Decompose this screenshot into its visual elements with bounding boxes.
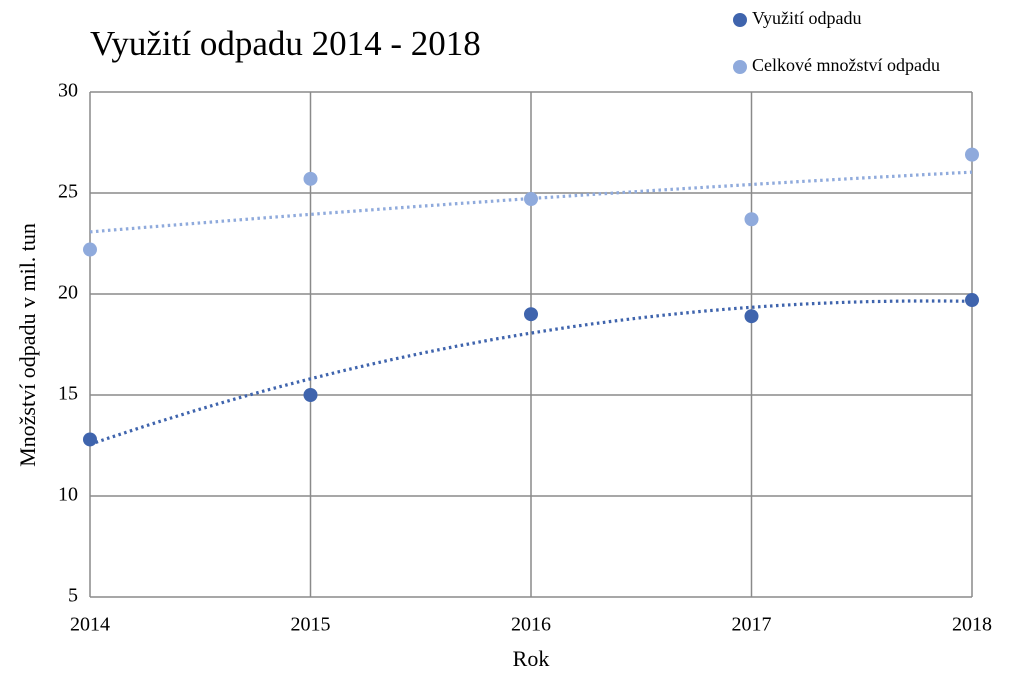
data-point — [744, 212, 759, 227]
legend-marker — [733, 60, 747, 74]
y-tick-label: 25 — [58, 181, 78, 203]
x-tick-label: 2014 — [70, 614, 110, 636]
data-point — [303, 171, 318, 186]
x-tick-label: 2018 — [952, 614, 992, 636]
x-tick-label: 2017 — [732, 614, 772, 636]
y-tick-label: 30 — [58, 80, 78, 102]
trendline — [89, 299, 973, 446]
data-point — [303, 388, 318, 402]
legend-label: Využití odpadu — [752, 8, 862, 28]
x-tick-label: 2015 — [291, 614, 331, 636]
data-point — [83, 432, 97, 447]
y-tick-label: 5 — [68, 585, 78, 607]
data-point — [965, 147, 979, 162]
x-axis-label: Rok — [513, 646, 550, 671]
data-point — [965, 293, 979, 308]
legend-label: Celkové množství odpadu — [752, 55, 940, 75]
data-point — [524, 307, 538, 322]
y-tick-label: 20 — [58, 282, 78, 304]
data-point — [524, 192, 538, 207]
data-point — [83, 242, 97, 257]
x-tick-label: 2016 — [511, 614, 551, 636]
y-axis-label: Množství odpadu v mil. tun — [15, 223, 40, 467]
y-tick-label: 10 — [58, 484, 78, 506]
y-tick-label: 15 — [58, 383, 78, 405]
data-point — [744, 309, 759, 324]
legend-marker — [733, 13, 747, 27]
chart-title: Využití odpadu 2014 - 2018 — [90, 24, 481, 63]
